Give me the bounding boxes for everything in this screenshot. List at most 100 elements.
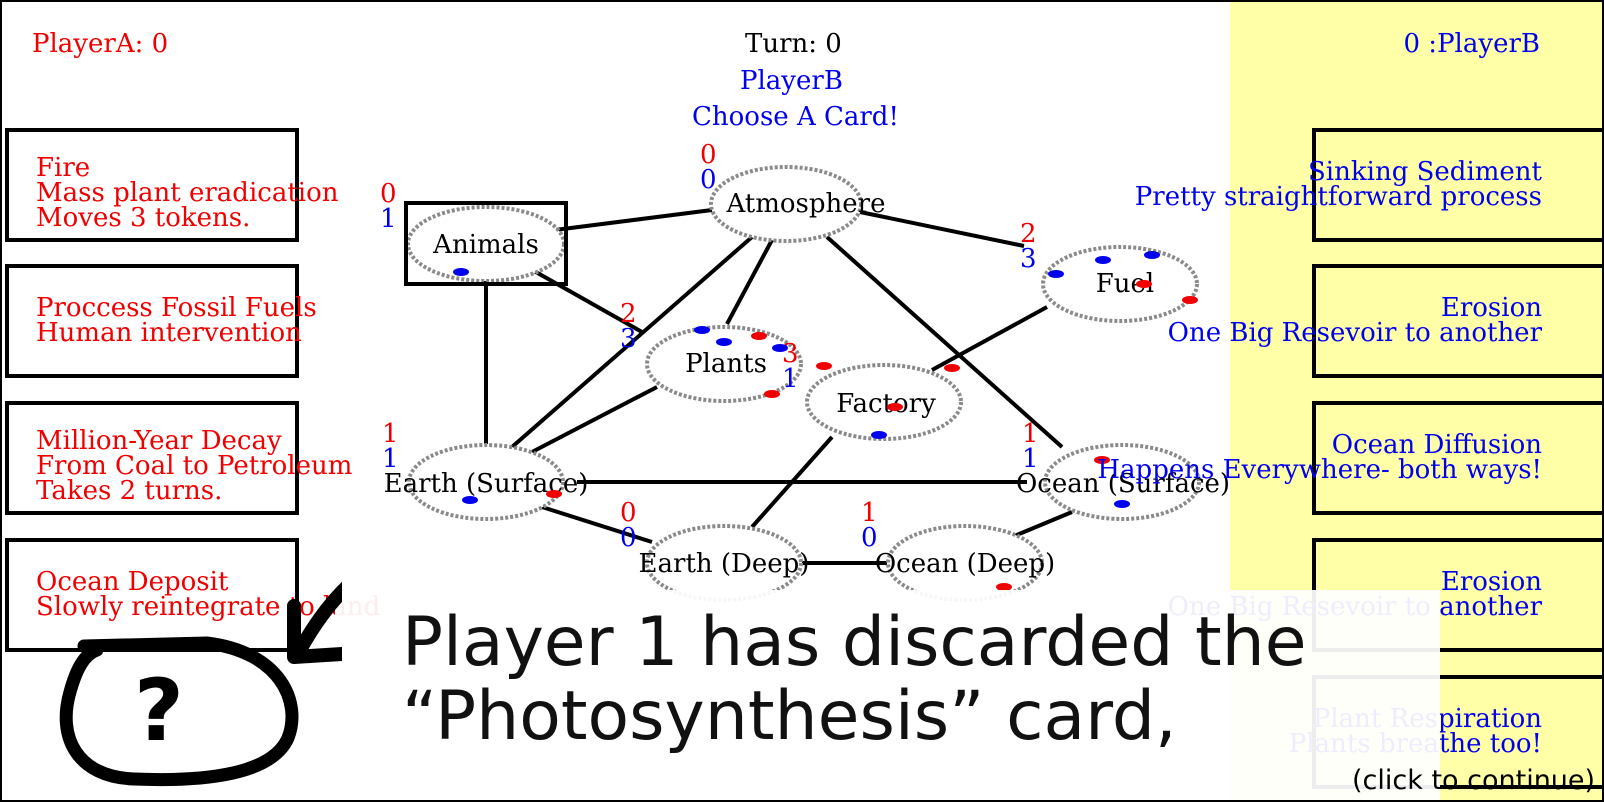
turn-counter: Turn: 0 [745,29,842,59]
card-title: Erosion [1440,567,1542,597]
label-factory: Factory [836,389,936,419]
tutorial-caption-box [335,590,1440,800]
token [1048,270,1064,278]
link-plants-earth-surface [531,385,658,454]
earth-deep-blue-count: 0 [620,523,637,553]
hint-arrow-icon [293,581,342,657]
hint-arrowhead-icon [287,599,342,664]
token [462,496,478,504]
token [1182,296,1198,304]
fuel-red-count: 2 [1020,219,1037,249]
card-title: Fire [36,153,91,183]
label-animals: Animals [432,230,539,260]
player-a-score: PlayerA: 0 [32,29,169,59]
player-b-card-sinking-sediment[interactable]: Sinking Sediment Pretty straightforward … [1135,128,1602,242]
node-earth-surface [407,443,565,521]
earth-surface-red-count: 1 [382,419,399,449]
node-factory [805,363,963,441]
ocean-surface-red-count: 1 [1022,419,1039,449]
token [546,490,562,498]
animals-red-count: 0 [380,179,397,209]
card-effect: Takes 2 turns. [36,476,223,506]
node-ocean-surface [1043,443,1201,521]
link-atmosphere-fuel [859,210,1025,248]
plants-blue-count-b: 1 [782,364,799,394]
ocean-deep-red-count: 1 [861,498,878,528]
card-title: Million-Year Decay [36,426,282,456]
board-connections [484,208,1073,565]
player-a-card-million-year-decay[interactable]: Million-Year Decay From Coal to Petroleu… [5,401,352,515]
token [816,362,832,370]
link-atmosphere-plants [725,239,774,325]
link-earth-surface-earth-deep [541,505,653,544]
link-fuel-factory [931,305,1048,372]
token [1095,256,1111,264]
token [751,332,767,340]
label-plants: Plants [685,349,767,379]
token [1136,280,1152,288]
earth-deep-red-count: 0 [620,498,637,528]
turn-prompt: Choose A Card! [692,102,899,132]
token [944,364,960,372]
atmosphere-blue-count: 0 [700,165,717,195]
card-title: Erosion [1440,293,1542,323]
discard-pile-icon [59,636,299,787]
card-description: Human intervention [36,318,302,348]
token [694,326,710,334]
card-title: Sinking Sediment [1308,157,1542,187]
label-ocean-surface: Ocean (Surface) [1016,469,1230,499]
player-a-card-fire[interactable]: Fire Mass plant eradication Moves 3 toke… [5,128,339,242]
card-description: Pretty straightforward process [1134,182,1542,212]
node-fuel [1041,245,1199,323]
card-title: Proccess Fossil Fuels [36,293,317,323]
label-atmosphere: Atmosphere [725,189,885,219]
card-title: Ocean Diffusion [1331,430,1542,460]
card-description: One Big Resevoir to another [1167,318,1542,348]
token [1114,500,1130,508]
token [996,583,1012,591]
plants-blue-count: 3 [620,324,637,354]
link-ocean-surface-ocean-deep [1011,510,1073,539]
token [1144,251,1160,259]
fuel-blue-count: 3 [1020,244,1037,274]
carbon-tokens [453,251,1198,591]
plants-red-count: 2 [620,299,637,329]
player-b-card-erosion[interactable]: Erosion One Big Resevoir to another [1168,264,1602,378]
tutorial-caption-line-2: “Photosynthesis” card, [402,677,1177,756]
click-to-continue[interactable]: (click to continue) [1352,765,1596,796]
discard-pile-sketch: ? [59,581,342,787]
token [772,344,788,352]
ocean-deep-blue-count: 0 [861,523,878,553]
label-ocean-deep: Ocean (Deep) [875,549,1055,579]
atmosphere-red-count: 0 [700,140,717,170]
current-player: PlayerB [740,66,843,96]
token [453,268,469,276]
card-effect: Moves 3 tokens. [36,203,251,233]
ocean-surface-blue-count: 1 [1022,444,1039,474]
player-b-card-ocean-diffusion[interactable]: Ocean Diffusion Happens Everywhere- both… [1097,401,1602,515]
link-atmosphere-animals [554,208,713,232]
token [764,390,780,398]
tutorial-caption-line-1: Player 1 has discarded the [402,603,1307,682]
token [887,403,903,411]
earth-surface-blue-count: 1 [382,444,399,474]
link-animals-plants [526,265,643,334]
token [1094,456,1110,464]
card-title: Ocean Deposit [36,567,229,597]
question-mark-icon: ? [134,661,184,761]
animals-blue-count: 1 [380,204,397,234]
label-earth-deep: Earth (Deep) [639,549,810,579]
card-description: Mass plant eradication [36,178,339,208]
token [871,431,887,439]
player-b-score: 0 :PlayerB [1403,29,1541,59]
node-plants [645,325,803,403]
link-atmosphere-ocean-surface [825,235,1064,449]
node-atmosphere [709,165,863,243]
card-description: Happens Everywhere- both ways! [1097,455,1542,485]
player-a-card-process-fossil-fuels[interactable]: Proccess Fossil Fuels Human intervention [5,264,317,378]
card-description: From Coal to Petroleum [36,451,353,481]
link-atmosphere-earth-surface [510,235,754,449]
token [716,338,732,346]
